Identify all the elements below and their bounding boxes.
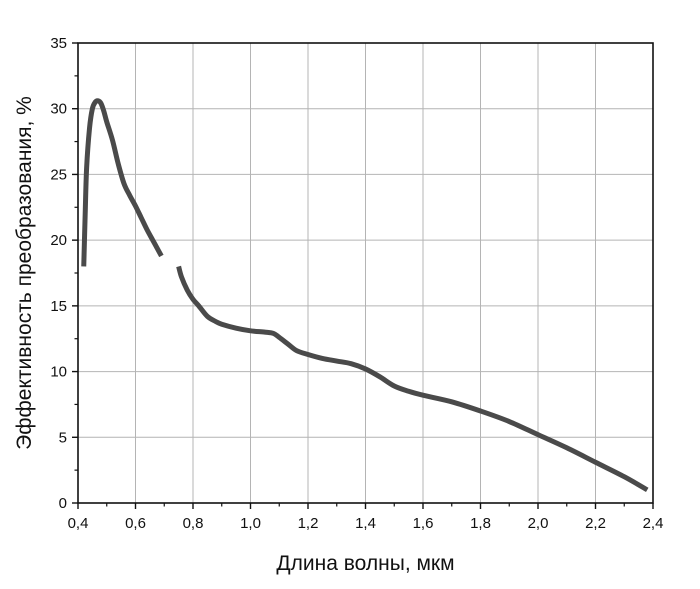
x-tick-label: 1,6 (413, 515, 434, 532)
y-tick-label: 0 (59, 495, 67, 512)
axis-ticks (72, 42, 654, 509)
x-tick-label: 0,6 (125, 515, 146, 532)
y-axis-title: Эффективность преобразования, % (13, 96, 36, 450)
x-tick-label: 2,0 (528, 515, 549, 532)
x-tick-label: 0,8 (183, 515, 204, 532)
x-tick-label: 0,4 (68, 515, 89, 532)
x-tick-label: 1,0 (240, 515, 261, 532)
x-axis-title: Длина волны, мкм (276, 552, 454, 575)
x-tick-label: 1,4 (355, 515, 376, 532)
x-tick-label: 2,2 (585, 515, 606, 532)
series-curve-segment (176, 265, 649, 493)
y-tick-label: 30 (50, 101, 67, 118)
series-curve-group (81, 98, 649, 493)
y-tick-label: 20 (50, 232, 67, 249)
y-tick-label: 35 (50, 35, 67, 52)
y-tick-label: 5 (59, 429, 67, 446)
x-tick-label: 1,8 (470, 515, 491, 532)
y-tick-labels: 0 5 10 15 20 25 30 35 (50, 35, 67, 512)
x-tick-label: 1,2 (298, 515, 319, 532)
x-tick-label: 2,4 (643, 515, 664, 532)
y-tick-label: 10 (50, 364, 67, 381)
x-tick-labels: 0,4 0,6 0,8 1,0 1,2 1,4 1,6 1,8 2,0 2,2 2,4 (68, 515, 664, 532)
grid-lines (78, 43, 653, 503)
series-curve-segment (81, 98, 164, 267)
y-tick-label: 15 (50, 298, 67, 315)
y-tick-label: 25 (50, 166, 67, 183)
